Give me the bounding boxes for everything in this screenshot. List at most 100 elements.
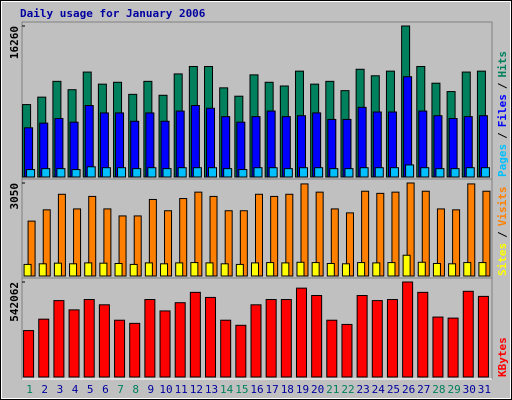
bar <box>298 167 308 178</box>
bar <box>357 262 366 277</box>
x-tick-label: 18 <box>281 383 294 396</box>
bar <box>159 310 171 378</box>
legend-entry: Files <box>496 94 509 127</box>
x-tick-label: 7 <box>117 383 124 396</box>
bar <box>374 167 384 178</box>
bar <box>220 319 232 378</box>
bar <box>235 324 247 378</box>
legend: Sites / Visits <box>496 187 509 277</box>
bar <box>314 167 324 178</box>
bar <box>68 309 80 378</box>
legend-entry: KBytes <box>496 337 509 377</box>
x-tick-label: 17 <box>266 383 279 396</box>
x-tick-label: 30 <box>463 383 476 396</box>
x-tick-label: 2 <box>41 383 48 396</box>
bar <box>386 299 398 378</box>
bar <box>402 281 414 378</box>
bar <box>344 168 354 178</box>
bar <box>433 115 443 178</box>
bar <box>114 319 126 378</box>
x-tick-label: 14 <box>220 383 234 396</box>
bar <box>177 167 187 178</box>
x-tick-label: 6 <box>102 383 109 396</box>
bar <box>329 168 339 178</box>
x-tick-label: 22 <box>341 383 354 396</box>
bar <box>403 76 413 178</box>
bar <box>341 323 353 378</box>
bar <box>53 262 62 277</box>
bar <box>160 263 169 277</box>
bar <box>83 299 95 378</box>
bar <box>162 168 172 178</box>
bar <box>236 121 246 178</box>
bar <box>341 263 350 277</box>
bar <box>205 262 214 277</box>
bar <box>23 263 32 277</box>
x-tick-label: 20 <box>311 383 324 396</box>
bar <box>190 104 200 178</box>
bar <box>147 167 157 178</box>
bar <box>359 167 369 178</box>
bar <box>26 169 36 178</box>
bar <box>387 262 396 277</box>
bar <box>417 291 429 378</box>
y-max-label: 542062 <box>8 282 21 322</box>
bar <box>238 169 248 178</box>
bar <box>38 263 47 277</box>
bar <box>132 168 142 178</box>
bar <box>447 317 459 378</box>
legend-entry: Visits <box>496 187 509 227</box>
bar <box>465 167 475 178</box>
bar <box>371 300 383 378</box>
bar <box>251 262 259 277</box>
bar <box>144 299 156 378</box>
bar <box>23 330 35 378</box>
bar <box>69 263 78 277</box>
x-tick-label: 28 <box>432 383 445 396</box>
bar <box>283 168 293 178</box>
x-tick-label: 26 <box>402 383 415 396</box>
bar <box>311 295 323 378</box>
x-tick-label: 13 <box>205 383 218 396</box>
x-tick-label: 15 <box>235 383 248 396</box>
bar <box>220 263 229 277</box>
bar <box>114 262 123 277</box>
legend: KBytes <box>496 337 509 377</box>
bar <box>280 299 292 378</box>
x-tick-label: 21 <box>326 383 339 396</box>
bar <box>86 166 96 178</box>
legend-entry: Pages <box>496 144 509 177</box>
legend-separator: / <box>496 231 509 238</box>
bar <box>435 168 445 178</box>
bar <box>477 295 489 378</box>
bar <box>432 316 444 378</box>
x-tick-label: 29 <box>447 383 460 396</box>
bar <box>208 167 218 178</box>
bar <box>463 262 472 277</box>
x-tick-label: 5 <box>87 383 94 396</box>
bar <box>420 167 430 178</box>
bar <box>326 319 338 378</box>
bar <box>265 299 277 378</box>
y-max-label: 3050 <box>8 183 21 210</box>
bar <box>432 262 441 277</box>
bar <box>402 254 411 277</box>
x-tick-label: 19 <box>296 383 309 396</box>
x-tick-label: 9 <box>148 383 155 396</box>
bar <box>175 262 184 277</box>
bar <box>417 261 426 277</box>
bar <box>235 263 244 277</box>
bar <box>175 110 185 178</box>
bar <box>356 295 368 378</box>
bar <box>129 322 141 378</box>
bar <box>56 168 66 178</box>
bar <box>372 262 381 277</box>
bar <box>478 262 487 277</box>
legend-entry: Hits <box>496 51 509 78</box>
bar <box>190 262 199 277</box>
chart-title: Daily usage for January 2006 <box>20 7 206 20</box>
bar <box>250 304 262 378</box>
